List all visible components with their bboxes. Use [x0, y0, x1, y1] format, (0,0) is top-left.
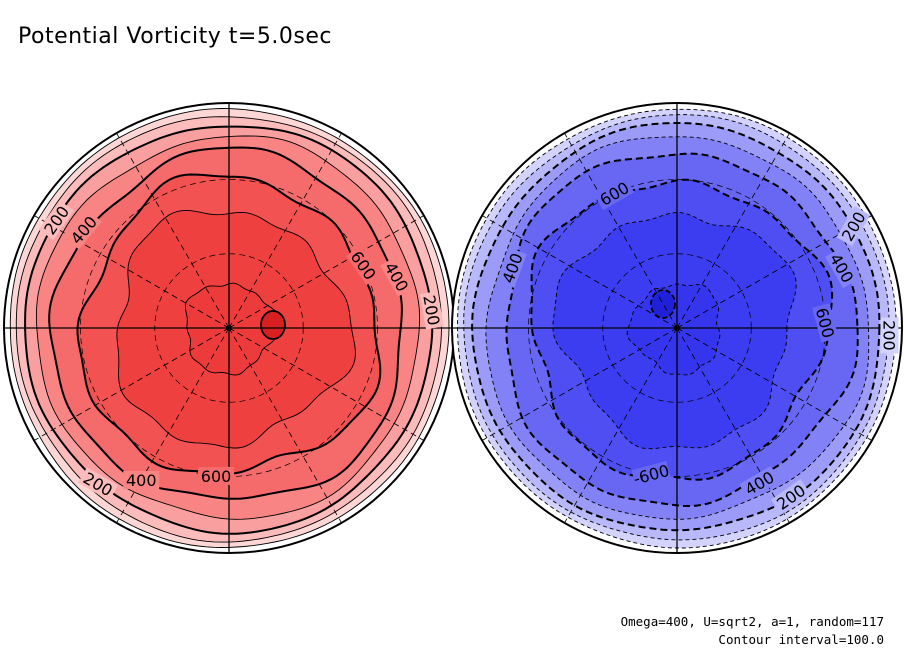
- contour-label: 600: [201, 467, 232, 486]
- grid-spoke: [116, 132, 230, 329]
- contour-label-background: [123, 470, 160, 489]
- parameters-note: Omega=400, U=sqrt2, a=1, random=117: [620, 614, 884, 629]
- contour-label: 200: [879, 320, 898, 351]
- contour-label-background: [739, 466, 780, 500]
- chart-title: Potential Vorticity t=5.0sec: [18, 24, 332, 49]
- polar-grid: [4, 103, 454, 553]
- grid-spoke: [676, 327, 790, 524]
- contour-label-background: [345, 245, 382, 286]
- vortex-core: [260, 310, 286, 340]
- grid-spoke: [228, 327, 425, 441]
- grid-spoke: [676, 327, 873, 441]
- pole-marker: [674, 325, 680, 331]
- contour-label-background: [65, 210, 102, 250]
- contour-label-background: [880, 317, 899, 354]
- contour-label-background: [836, 206, 871, 247]
- grid-spoke: [116, 327, 230, 524]
- grid-spoke: [676, 215, 873, 329]
- contour-band--800: [627, 284, 720, 375]
- vortex-core: [650, 289, 676, 319]
- grid-spoke: [676, 132, 790, 329]
- contour-label-background: [198, 466, 235, 485]
- contour-label-background: [380, 256, 414, 297]
- contour-label-background: [825, 247, 859, 289]
- contour-label-background: [78, 467, 119, 501]
- grid-spoke: [564, 132, 678, 329]
- contour-label-background: [812, 303, 839, 343]
- contour-label-background: [419, 290, 444, 330]
- pole-marker: [226, 325, 232, 331]
- contour-label: 400: [126, 471, 157, 490]
- grid-spoke: [481, 327, 678, 441]
- grid-spoke: [33, 215, 230, 329]
- contour-label-background: [631, 460, 671, 488]
- contour-interval-note: Contour interval=100.0: [718, 632, 884, 647]
- grid-spoke: [228, 215, 425, 329]
- contour-label-background: [594, 176, 635, 211]
- contour-label-background: [497, 247, 527, 288]
- grid-spoke: [564, 327, 678, 524]
- map-boundary: [451, 102, 903, 554]
- contour-label-background: [38, 200, 75, 241]
- grid-spoke: [228, 327, 342, 524]
- grid-spoke: [33, 327, 230, 441]
- grid-spoke: [481, 215, 678, 329]
- contour-label-background: [770, 479, 811, 515]
- grid-spoke: [228, 132, 342, 329]
- contour-fill: [4, 103, 454, 553]
